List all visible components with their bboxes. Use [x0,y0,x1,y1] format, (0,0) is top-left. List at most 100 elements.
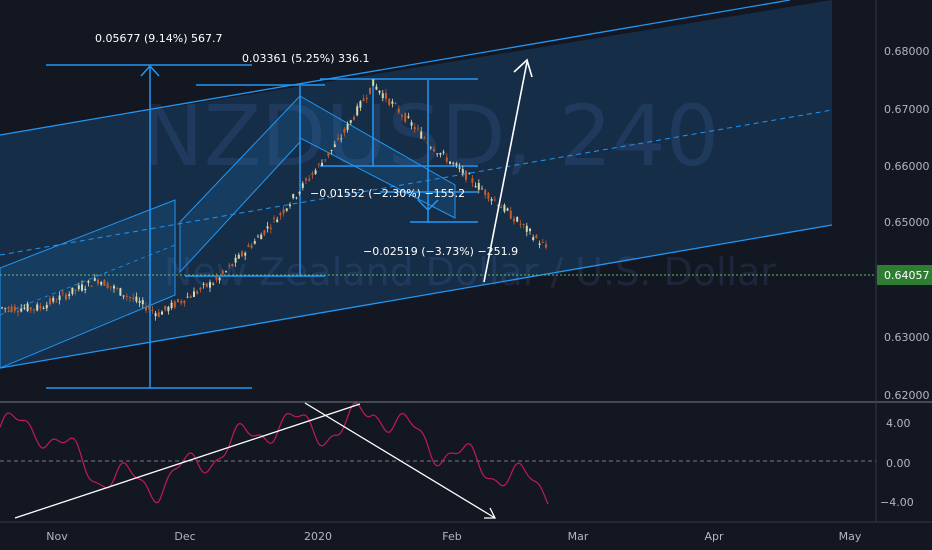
measure-drop-2[interactable] [380,80,478,223]
candle-body [381,93,384,99]
candle-body [141,300,144,305]
left-channel[interactable] [0,199,176,369]
measure-large[interactable] [46,64,252,389]
candle-body [305,178,307,181]
candle-body [349,120,352,123]
candle-body [471,178,474,183]
candle-body [369,87,371,94]
candle-body [71,287,74,294]
candle-body [196,291,199,294]
candle-body [29,307,32,310]
candle-body [308,178,311,181]
candle-body [218,277,221,281]
candle-body [500,206,503,209]
main-channel-mid[interactable] [0,109,833,256]
time-tick: Dec [174,530,195,543]
candle-body [477,183,480,190]
candle-body [340,138,343,140]
candle-body [417,127,419,129]
candle-body [39,306,42,309]
price-tick: 0.67000 [884,103,930,116]
candle-body [106,283,109,289]
candle-body [151,310,154,311]
candle-body [541,242,544,243]
candle-body [407,116,410,118]
projection-arrow[interactable] [483,58,533,283]
candle-body [1,307,3,309]
candle-body [337,138,339,140]
candle-body [186,296,189,298]
candle-body [4,307,7,309]
candle-body [84,288,87,291]
price-axis[interactable]: 0.68000 0.67000 0.66000 0.65000 0.63000 … [884,45,930,402]
candle-body [461,169,464,174]
candle-body [257,236,259,238]
candle-body [157,312,160,317]
candle-body [314,170,317,174]
candle-body [138,300,141,303]
candle-body [81,284,83,291]
candle-body [298,191,301,194]
candle-body [253,241,256,244]
watermark-symbol: NZDUSD, 240 [141,87,719,185]
candle-body [266,226,269,229]
candle-body [481,188,483,190]
measure-rise[interactable] [185,84,325,277]
candle-body [42,308,45,309]
candle-body [465,170,467,180]
candle-body [410,122,413,126]
candle-body [487,192,490,199]
candle-body [33,309,35,311]
candle-body [122,295,125,297]
candle-body [135,296,138,302]
candle-body [225,271,227,272]
oscillator-trend-down[interactable] [304,402,497,519]
candle-body [413,126,416,130]
candle-body [189,296,192,298]
candle-body [103,279,106,286]
candle-body [378,90,381,93]
candle-body [333,144,336,147]
price-tick: 0.63000 [884,331,930,344]
osc-tick: 0.00 [886,457,911,470]
candle-body [289,204,291,207]
candle-body [372,79,375,86]
candle-body [292,194,295,198]
candle-body [183,300,186,304]
measure-drop-1[interactable] [320,78,478,167]
oscillator-trend-up[interactable] [14,403,361,519]
candle-body [119,288,122,296]
main-channel-upper[interactable] [0,0,791,136]
candle-body [391,101,394,104]
candle-body [433,149,435,152]
oscillator-line [0,402,549,505]
candle-body [509,210,512,219]
candle-body [90,285,93,287]
candle-body [404,113,407,122]
candle-body [100,282,103,285]
candle-body [87,280,90,283]
candle-body [260,234,263,240]
candle-body [167,306,170,312]
candle-body [68,294,71,296]
time-tick: Mar [568,530,589,543]
time-axis[interactable]: Nov Dec 2020 Feb Mar Apr May [46,530,862,543]
osc-tick: −4.00 [880,496,914,509]
candle-body [356,106,359,116]
price-badge-label: 0.64057 [884,269,930,282]
candle-body [244,252,247,256]
candle-body [420,131,423,139]
candle-body [199,287,202,290]
time-tick: 2020 [304,530,332,543]
candle-body [125,296,128,297]
candle-body [359,101,362,108]
main-channel-lower[interactable] [0,224,833,369]
oscillator-axis[interactable]: 4.00 0.00 −4.00 [880,417,914,509]
candles [1,79,547,321]
candle-body [449,161,451,164]
candle-body [394,103,397,104]
candle-body [506,208,509,211]
candle-body [452,162,455,164]
candle-body [234,257,237,263]
